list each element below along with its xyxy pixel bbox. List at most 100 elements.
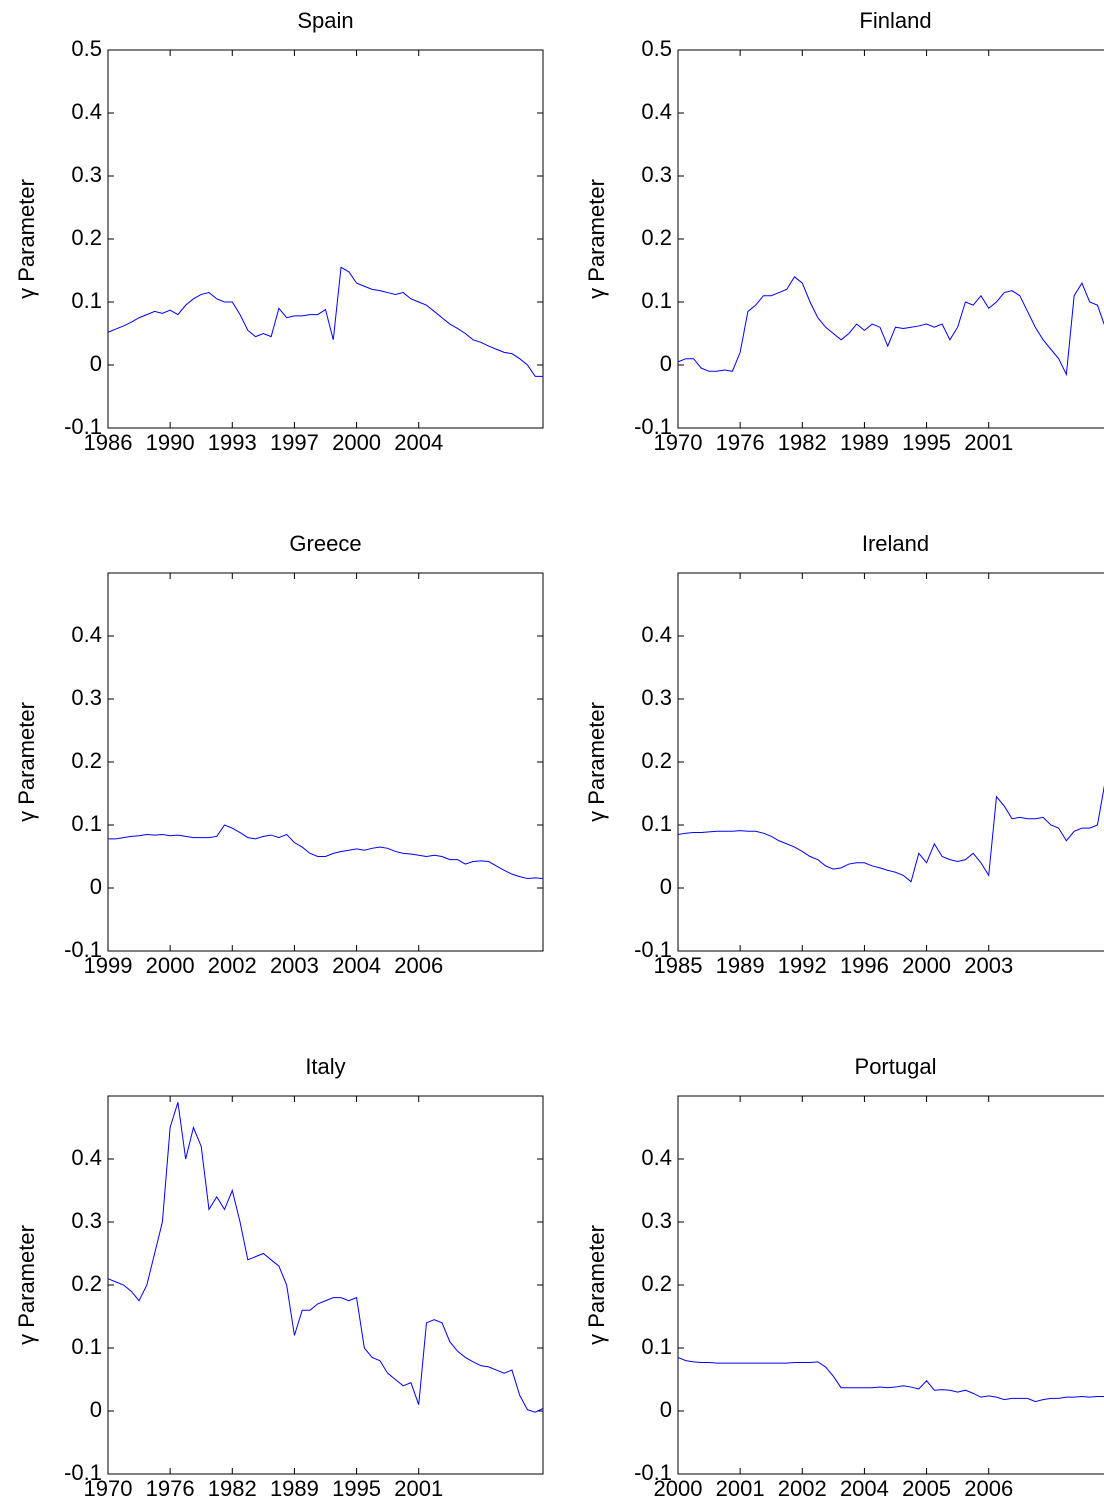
x-tick-label: 1999 xyxy=(84,953,133,978)
y-axis-label: γ Parameter xyxy=(584,702,609,822)
plot-frame xyxy=(107,1095,544,1475)
y-tick-label: 0.1 xyxy=(641,288,672,313)
x-tick-label: 1992 xyxy=(778,953,827,978)
chart-title: Spain xyxy=(297,8,353,33)
chart-title: Finland xyxy=(859,8,931,33)
chart-title: Ireland xyxy=(862,531,929,556)
y-tick-label: 0.3 xyxy=(641,162,672,187)
x-tick-label: 2000 xyxy=(146,953,195,978)
x-tick-label: 1982 xyxy=(208,1476,257,1501)
data-line xyxy=(677,276,1104,377)
x-tick-label: 1976 xyxy=(716,430,765,455)
x-tick-label: 1970 xyxy=(654,430,703,455)
plot-frame xyxy=(677,49,1104,429)
y-tick-label: -0.1 xyxy=(634,414,672,439)
x-tick-label: 2003 xyxy=(964,953,1013,978)
x-tick-label: 1970 xyxy=(84,1476,133,1501)
y-axis-label: γ Parameter xyxy=(14,702,39,822)
y-tick-label: 0.1 xyxy=(71,811,102,836)
y-tick-label: 0.2 xyxy=(71,225,102,250)
y-tick-label: 0.3 xyxy=(71,1208,102,1233)
y-tick-label: 0.1 xyxy=(71,1334,102,1359)
y-tick-label: 0 xyxy=(90,351,102,376)
y-axis-label: γ Parameter xyxy=(14,179,39,299)
x-tick-label: 2000 xyxy=(654,1476,703,1501)
x-tick-label: 1982 xyxy=(778,430,827,455)
y-tick-label: 0.1 xyxy=(641,811,672,836)
x-tick-label: 1989 xyxy=(840,430,889,455)
y-tick-label: -0.1 xyxy=(64,1460,102,1485)
x-tick-label: 2006 xyxy=(964,1476,1013,1501)
y-tick-label: 0.2 xyxy=(71,1271,102,1296)
y-tick-label: 0 xyxy=(660,874,672,899)
y-tick-label: 0.4 xyxy=(71,1145,102,1170)
y-tick-label: 0.3 xyxy=(641,685,672,710)
y-tick-label: 0 xyxy=(660,351,672,376)
y-axis-label: γ Parameter xyxy=(584,179,609,299)
y-tick-label: -0.1 xyxy=(64,937,102,962)
x-tick-label: 2001 xyxy=(716,1476,765,1501)
y-tick-label: 0 xyxy=(90,874,102,899)
data-line xyxy=(677,1356,1104,1403)
plot-frame xyxy=(107,572,544,952)
x-tick-label: 2006 xyxy=(394,953,443,978)
y-tick-label: 0.1 xyxy=(71,288,102,313)
y-tick-label: 0.2 xyxy=(641,225,672,250)
x-tick-label: 2001 xyxy=(394,1476,443,1501)
y-tick-label: 0 xyxy=(660,1397,672,1422)
chart-title: Portugal xyxy=(855,1054,937,1079)
data-line xyxy=(107,1102,544,1413)
y-tick-label: 0.3 xyxy=(641,1208,672,1233)
x-tick-label: 2001 xyxy=(964,430,1013,455)
plot-frame xyxy=(677,572,1104,952)
y-tick-label: 0.1 xyxy=(641,1334,672,1359)
chart-title: Italy xyxy=(305,1054,345,1079)
x-tick-label: 1989 xyxy=(270,1476,319,1501)
x-tick-label: 1995 xyxy=(902,430,951,455)
x-tick-label: 1986 xyxy=(84,430,133,455)
x-tick-label: 2002 xyxy=(208,953,257,978)
y-tick-label: 0.5 xyxy=(641,36,672,61)
x-tick-label: 1993 xyxy=(208,430,257,455)
x-tick-label: 2004 xyxy=(394,430,443,455)
x-tick-label: 2004 xyxy=(840,1476,889,1501)
y-tick-label: 0.4 xyxy=(71,99,102,124)
y-tick-label: 0 xyxy=(90,1397,102,1422)
data-line xyxy=(677,784,1104,883)
x-tick-label: 2002 xyxy=(778,1476,827,1501)
x-tick-label: 2000 xyxy=(332,430,381,455)
x-tick-label: 2003 xyxy=(270,953,319,978)
x-tick-label: 2004 xyxy=(332,953,381,978)
y-tick-label: 0.4 xyxy=(641,622,672,647)
x-tick-label: 1989 xyxy=(716,953,765,978)
chart-title: Greece xyxy=(289,531,361,556)
x-tick-label: 1995 xyxy=(332,1476,381,1501)
y-tick-label: 0.4 xyxy=(641,1145,672,1170)
x-tick-label: 1985 xyxy=(654,953,703,978)
y-tick-label: 0.5 xyxy=(71,36,102,61)
y-axis-label: γ Parameter xyxy=(14,1225,39,1345)
y-tick-label: 0.3 xyxy=(71,685,102,710)
data-line xyxy=(107,266,543,377)
x-tick-label: 1990 xyxy=(146,430,195,455)
y-tick-label: 0.3 xyxy=(71,162,102,187)
x-tick-label: 2000 xyxy=(902,953,951,978)
plot-frame xyxy=(677,1095,1104,1475)
x-tick-label: 1996 xyxy=(840,953,889,978)
y-tick-label: -0.1 xyxy=(64,414,102,439)
y-tick-label: -0.1 xyxy=(634,1460,672,1485)
y-tick-label: 0.2 xyxy=(71,748,102,773)
x-tick-label: 1997 xyxy=(270,430,319,455)
data-line xyxy=(108,824,544,880)
y-axis-label: γ Parameter xyxy=(584,1225,609,1345)
plot-frame xyxy=(107,49,544,429)
x-tick-label: 1976 xyxy=(146,1476,195,1501)
y-tick-label: -0.1 xyxy=(634,937,672,962)
x-tick-label: 2005 xyxy=(902,1476,951,1501)
y-tick-label: 0.4 xyxy=(641,99,672,124)
y-tick-label: 0.2 xyxy=(641,748,672,773)
y-tick-label: 0.4 xyxy=(71,622,102,647)
y-tick-label: 0.2 xyxy=(641,1271,672,1296)
